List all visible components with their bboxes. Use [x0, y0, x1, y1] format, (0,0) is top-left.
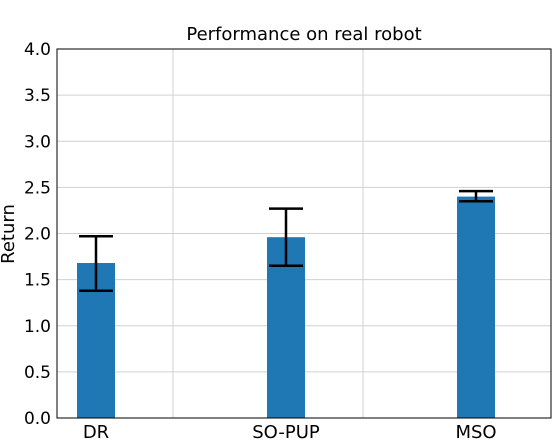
x-tick-label: MSO — [455, 422, 496, 440]
chart-title: Performance on real robot — [186, 24, 421, 45]
y-tick-label: 1.5 — [24, 271, 51, 291]
y-tick-label: 0.5 — [24, 363, 51, 383]
plot-frame — [56, 48, 552, 419]
bars — [77, 196, 495, 418]
x-tick-labels: DR SO-PUP MSO — [83, 422, 497, 440]
error-bar-so-pup — [269, 207, 303, 268]
y-tick-label: 4.0 — [24, 40, 51, 60]
y-tick-label: 3.5 — [24, 86, 51, 106]
error-bars — [79, 189, 493, 292]
bar-mso — [457, 196, 495, 418]
error-bar-mso — [459, 189, 493, 203]
y-tick-labels: 0.0 0.5 1.0 1.5 2.0 2.5 3.0 3.5 4.0 — [24, 40, 51, 429]
x-tick-label: SO-PUP — [252, 422, 320, 440]
y-tick-label: 1.0 — [24, 317, 51, 337]
y-tick-label: 0.0 — [24, 409, 51, 429]
x-tick-label: DR — [83, 422, 109, 440]
y-tick-label: 3.0 — [24, 132, 51, 152]
y-tick-label: 2.0 — [24, 225, 51, 245]
bar-so-pup — [267, 237, 305, 418]
error-bar-dr — [79, 235, 113, 292]
y-tick-label: 2.5 — [24, 178, 51, 198]
y-axis-label: Return — [0, 204, 19, 264]
